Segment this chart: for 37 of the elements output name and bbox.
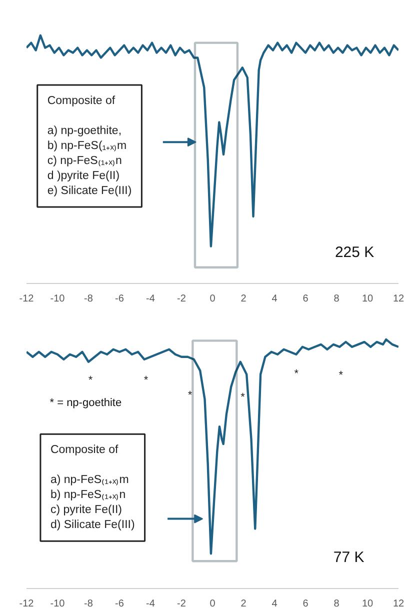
annotation: *	[240, 392, 246, 404]
x-tick-label: -6	[115, 598, 124, 609]
x-tick-label: -8	[84, 598, 94, 609]
annotation: *	[294, 368, 300, 380]
x-tick-label: 10	[362, 598, 374, 609]
x-tick-label: -8	[84, 294, 94, 304]
x-tick-label: 4	[272, 598, 278, 609]
x-tick-label: 6	[302, 294, 309, 304]
x-tick-label: 4	[272, 294, 278, 304]
annotation: * = np-goethite	[50, 397, 122, 410]
annotation: *	[144, 374, 149, 386]
x-tick-label: 0	[210, 598, 216, 609]
text: Composite of a) np-goethite, b) np-FeS(₁₊ₓ₎m c) np-FeS₍₁₊ₓ₎n d )pyrite Fe(II) e) Silicate Fe(III)	[47, 95, 132, 198]
annotation: *	[88, 374, 94, 386]
x-tick-label: 10	[362, 294, 374, 304]
annotation: 77 K	[333, 549, 364, 566]
x-tick-label: -10	[50, 294, 66, 304]
x-tick-label: -4	[146, 294, 156, 304]
x-tick-label: -2	[177, 598, 186, 609]
x-tick-label: -10	[50, 598, 66, 609]
x-tick-label: 12	[392, 598, 404, 609]
x-tick-label: 0	[210, 294, 216, 304]
x-tick-label: -6	[115, 294, 124, 304]
x-tick-label: 6	[302, 598, 309, 609]
x-tick-label: 8	[334, 294, 340, 304]
annotation: *	[338, 369, 344, 382]
x-tick-label: -12	[19, 598, 34, 609]
text: Composite of a) np-FeS₍₁₊ₓ₎m b) np-FeS₍₁₊ₓ₎n c) pyrite Fe(II) d) Silicate Fe(III)	[50, 444, 135, 532]
x-tick-label: -12	[19, 294, 34, 304]
x-tick-label: -2	[177, 294, 186, 304]
x-tick-label: 2	[240, 294, 247, 304]
annotation: *	[188, 389, 193, 402]
x-tick-label: -4	[146, 598, 156, 609]
x-tick-label: 12	[392, 294, 404, 304]
x-tick-label: 8	[334, 598, 340, 609]
annotation: 225 K	[334, 244, 374, 262]
x-tick-label: 2	[240, 598, 247, 609]
